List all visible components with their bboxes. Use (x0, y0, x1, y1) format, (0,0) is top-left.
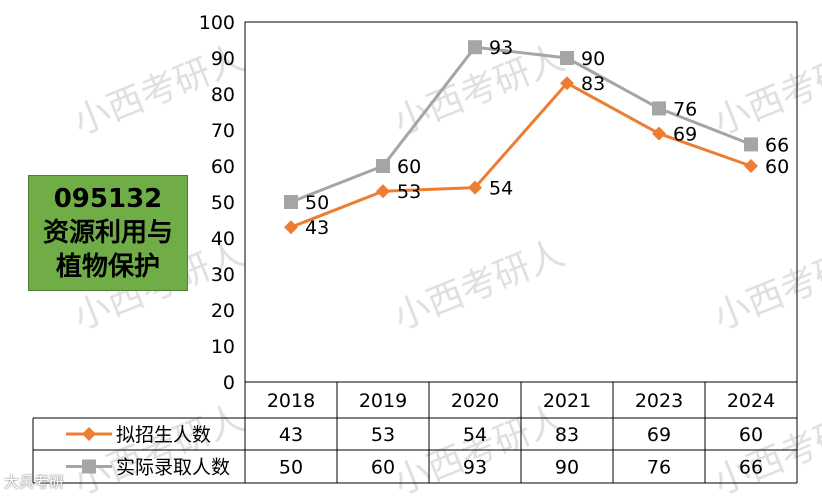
data-point (468, 180, 482, 195)
watermark-text: 小西考研人 (388, 398, 570, 499)
legend-key-marker (82, 459, 96, 474)
category-label: 2020 (451, 390, 499, 412)
data-label: 43 (305, 217, 329, 239)
data-label: 60 (397, 156, 421, 178)
category-label: 2019 (359, 390, 407, 412)
badge-line-1: 资源利用与 (42, 218, 173, 248)
legend-label: 实际录取人数 (116, 457, 230, 479)
table-cell: 90 (555, 457, 579, 479)
watermark-text: 小西考研人 (68, 398, 250, 499)
data-label: 76 (673, 98, 697, 120)
watermark-text: 小西考研人 (708, 38, 822, 143)
category-label: 2024 (727, 390, 775, 412)
data-point (468, 40, 482, 55)
data-label: 90 (581, 48, 605, 70)
y-tick-label: 0 (223, 372, 235, 394)
watermark-text: 小西考研人 (708, 398, 822, 499)
data-label: 66 (765, 134, 789, 156)
data-label: 54 (489, 178, 513, 200)
table-cell: 76 (647, 457, 671, 479)
table-cell: 60 (739, 424, 763, 446)
table-cell: 50 (279, 457, 303, 479)
table-cell: 83 (555, 424, 579, 446)
y-axis: 0 10 20 30 40 50 60 70 80 90 100 (199, 12, 235, 394)
watermark-text: 小西考研人 (708, 233, 822, 338)
y-tick-label: 60 (211, 156, 235, 178)
data-label: 93 (489, 37, 513, 59)
y-tick-label: 90 (211, 48, 235, 70)
data-label: 83 (581, 73, 605, 95)
series-line (290, 45, 752, 204)
y-tick-label: 50 (211, 192, 235, 214)
category-label: 2018 (267, 390, 315, 412)
table-cell: 66 (739, 457, 763, 479)
data-point (744, 137, 758, 152)
y-tick-label: 20 (211, 300, 235, 322)
y-tick-label: 80 (211, 84, 235, 106)
table-cell: 93 (463, 457, 487, 479)
table-cell: 43 (279, 424, 303, 446)
y-tick-label: 40 (211, 228, 235, 250)
data-point (744, 159, 758, 173)
y-tick-label: 70 (211, 120, 235, 142)
data-point (284, 220, 298, 235)
data-point (560, 51, 574, 65)
table-cell: 53 (371, 424, 395, 446)
y-tick-label: 10 (211, 336, 235, 358)
series-layer: 50 60 93 90 76 66 43 53 54 83 69 60 (284, 37, 789, 239)
watermark-text: 小西考研人 (388, 233, 570, 338)
data-label: 69 (673, 124, 697, 146)
y-tick-label: 30 (211, 264, 235, 286)
series-line (290, 81, 752, 229)
table-cell: 54 (463, 424, 487, 446)
corner-watermark: 大兵考研 (4, 473, 65, 491)
data-label: 60 (765, 156, 789, 178)
table-cell: 60 (371, 457, 395, 479)
legend-key-marker (82, 427, 96, 441)
data-point (284, 195, 298, 209)
badge-code: 095132 (53, 184, 163, 214)
y-tick-label: 100 (199, 12, 235, 34)
data-label: 50 (305, 192, 329, 214)
data-point (652, 101, 666, 116)
table-cell: 69 (647, 424, 671, 446)
subject-badge: 095132 资源利用与 植物保护 (28, 175, 188, 291)
data-label: 53 (397, 181, 421, 203)
legend-label: 拟招生人数 (116, 424, 211, 446)
data-point (652, 126, 666, 141)
badge-line-2: 植物保护 (55, 252, 160, 282)
data-table: 2018 2019 2020 2021 2023 2024 拟招生人数 43 53 54 83 69 6… (32, 382, 798, 484)
category-label: 2023 (635, 390, 683, 412)
category-label: 2021 (543, 390, 591, 412)
data-point (376, 159, 390, 173)
data-point (560, 76, 574, 91)
data-point (376, 184, 390, 199)
